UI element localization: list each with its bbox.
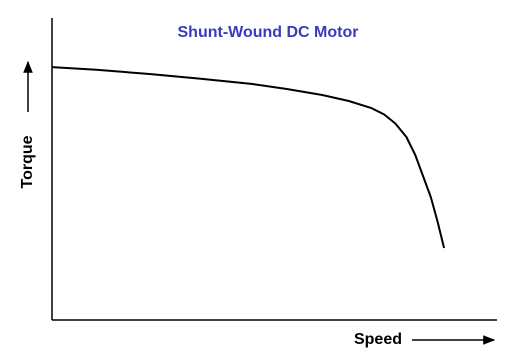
line <box>51 66 446 249</box>
chart-title: Shunt-Wound DC Motor <box>178 24 359 41</box>
x-axis-label: Speed <box>354 331 402 348</box>
y-axis-label: Torque <box>19 135 36 188</box>
